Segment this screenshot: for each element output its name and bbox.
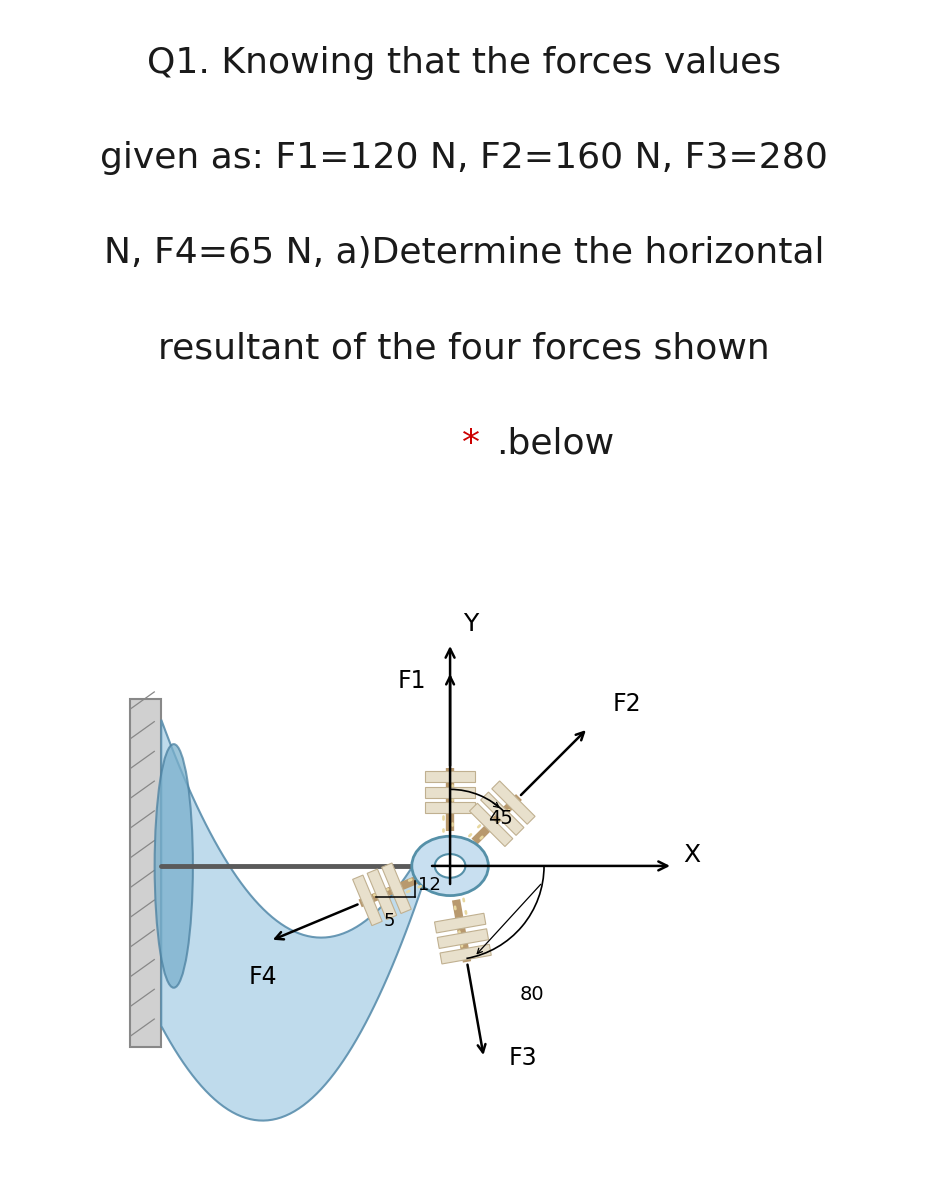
Text: Y: Y — [463, 612, 477, 636]
Text: Q1. Knowing that the forces values: Q1. Knowing that the forces values — [146, 47, 781, 80]
Polygon shape — [437, 929, 488, 948]
Polygon shape — [480, 792, 524, 835]
Text: X: X — [682, 844, 700, 868]
Ellipse shape — [155, 744, 193, 988]
Polygon shape — [439, 944, 490, 964]
Ellipse shape — [412, 836, 488, 895]
Text: 12: 12 — [418, 876, 440, 894]
Polygon shape — [425, 786, 475, 798]
Text: F3: F3 — [508, 1046, 537, 1070]
Polygon shape — [425, 770, 475, 782]
Text: given as: F1=120 N, F2=160 N, F3=280: given as: F1=120 N, F2=160 N, F3=280 — [100, 142, 827, 175]
Text: N, F4=65 N, a)Determine the horizontal: N, F4=65 N, a)Determine the horizontal — [104, 236, 823, 270]
Text: F2: F2 — [612, 692, 641, 716]
Text: 5: 5 — [384, 912, 395, 930]
Text: *: * — [462, 426, 491, 461]
Ellipse shape — [435, 854, 465, 877]
Text: resultant of the four forces shown: resultant of the four forces shown — [158, 331, 769, 366]
Polygon shape — [367, 869, 396, 919]
Text: 80: 80 — [519, 985, 544, 1004]
Polygon shape — [130, 698, 161, 1046]
Text: 45: 45 — [488, 809, 513, 828]
Text: F1: F1 — [397, 670, 425, 694]
Polygon shape — [352, 875, 382, 925]
Polygon shape — [434, 913, 485, 932]
Polygon shape — [381, 863, 411, 913]
Text: .below: .below — [496, 426, 614, 461]
Polygon shape — [425, 803, 475, 814]
Polygon shape — [469, 803, 513, 846]
Text: F4: F4 — [248, 965, 277, 989]
Polygon shape — [161, 720, 423, 1121]
Polygon shape — [491, 781, 535, 824]
